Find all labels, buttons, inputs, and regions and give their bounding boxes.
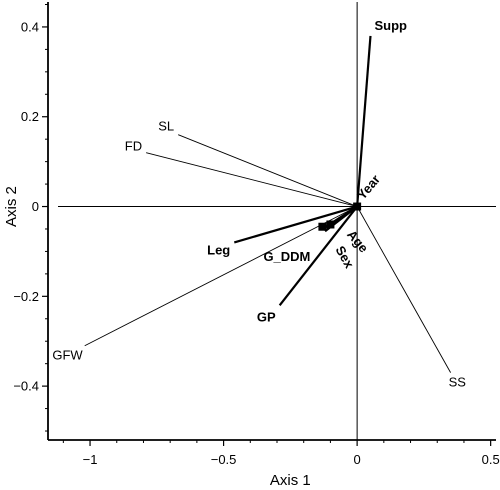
point-marker [318,222,327,231]
vector-label: G_DDM [263,249,310,264]
vector-line [178,134,358,207]
vector-leg: Leg [207,205,358,257]
vector-label: GFW [52,348,83,363]
vector-ss: SS [356,206,467,390]
vector-line [84,206,358,347]
point-marker [326,220,335,229]
x-tick-label: 0 [354,452,361,467]
vector-sl: SL [158,119,358,207]
point-marker [353,202,362,211]
y-axis-label: Axis 2 [3,186,20,227]
y-tick-label: −0.2 [13,289,39,304]
x-axis-label: Axis 1 [270,472,311,489]
x-tick-label: −0.5 [211,452,237,467]
vector-gp: GP [257,205,358,324]
y-tick-label: 0 [32,199,39,214]
ticks: 0.4 0.2 0 −0.2 −0.4 −1 −0.5 0 0.5 [13,3,500,467]
vector-label: Supp [374,18,407,33]
x-tick-label: 0.5 [482,452,500,467]
vector-line [233,205,358,244]
vector-label: Leg [207,242,230,257]
vector-line [278,205,358,306]
vector-line [146,152,358,207]
vector-fd: FD [125,139,358,207]
y-tick-label: 0.4 [21,19,39,34]
vector-label: FD [125,139,142,154]
x-tick-label: −1 [83,452,98,467]
y-tick-label: −0.4 [13,379,39,394]
vector-line [356,35,372,207]
vector-gfw: GFW [52,206,358,363]
vector-label: SL [158,119,174,134]
vector-label: SS [449,375,467,390]
vector-label: GP [257,309,276,324]
vector-supp: Supp [356,18,407,207]
axes [47,2,496,441]
vector-line [356,206,451,373]
y-tick-label: 0.2 [21,109,39,124]
